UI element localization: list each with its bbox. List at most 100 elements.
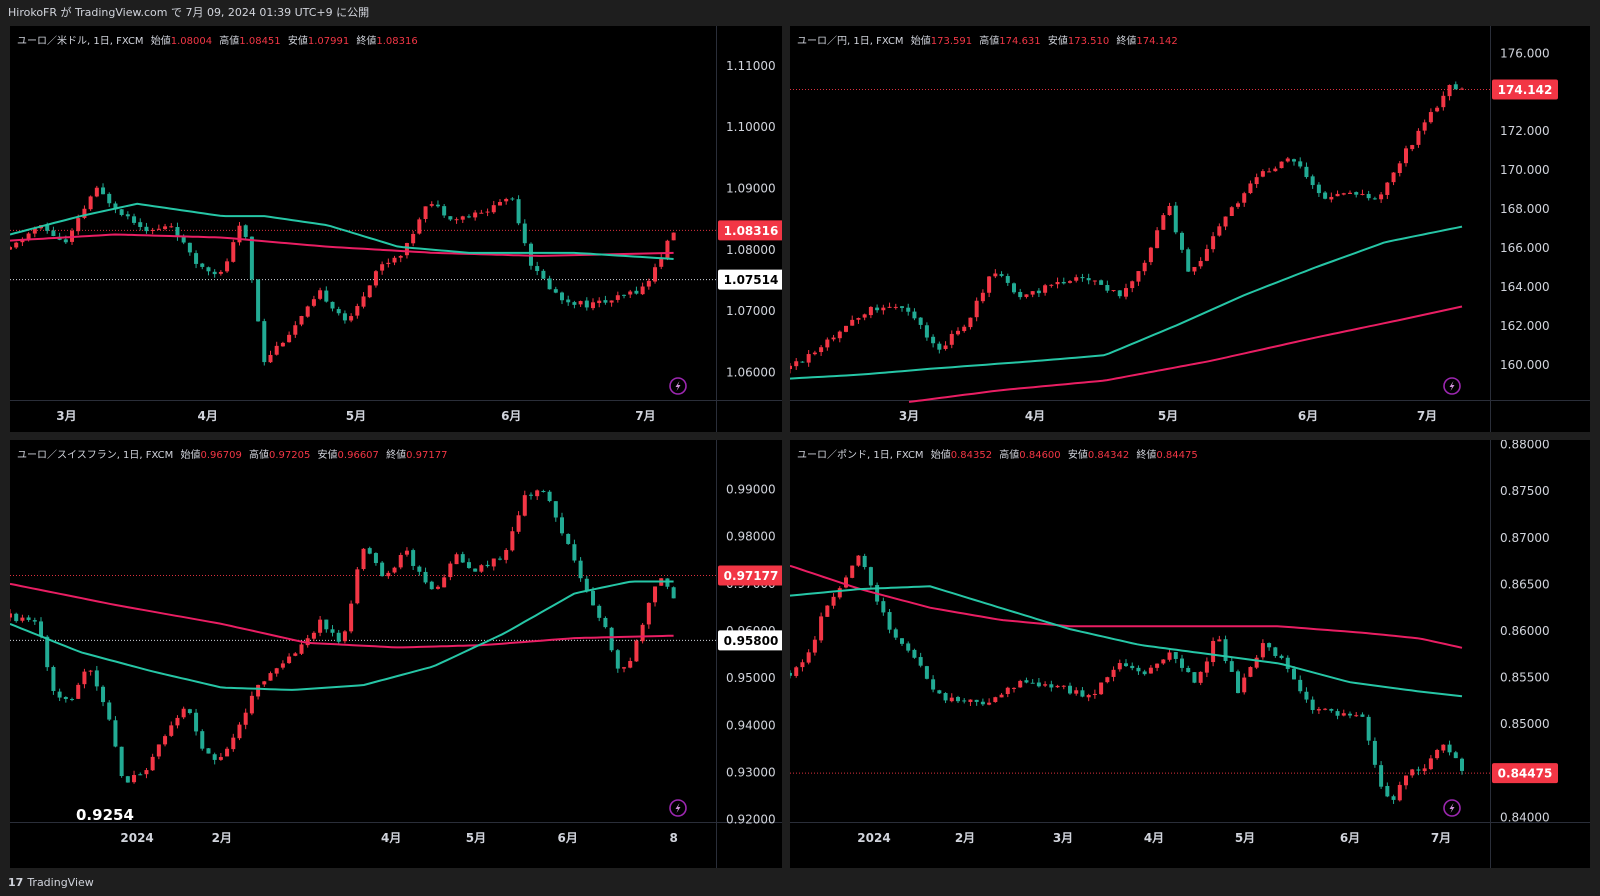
candle-body <box>57 691 62 698</box>
open-value: 173.591 <box>930 36 973 47</box>
candle-body <box>1441 744 1446 751</box>
candle-body <box>330 301 335 309</box>
candle-body <box>1055 685 1060 688</box>
candle-body <box>1441 95 1446 108</box>
candle-body <box>504 550 509 560</box>
candle-body <box>1186 249 1191 272</box>
symbol-label: ユーロ／スイスフラン, 1日, FXCM <box>17 450 174 461</box>
tradingview-logo-icon: 17 <box>8 876 24 889</box>
candle-body <box>646 280 651 287</box>
candle-body <box>831 596 836 606</box>
candle-body <box>1304 166 1309 178</box>
candle-body <box>448 216 453 220</box>
y-tick-label: 0.85500 <box>1500 671 1550 685</box>
candle-body <box>522 495 527 516</box>
open-label: 始値 <box>910 36 931 47</box>
candle-body <box>181 236 186 243</box>
candle-body <box>1124 288 1128 297</box>
candle-body <box>14 242 19 248</box>
x-tick-label: 5月 <box>346 409 366 423</box>
candle-body <box>1428 758 1433 770</box>
candle-body <box>243 712 248 725</box>
candle-body <box>1410 769 1415 776</box>
event-bolt-icon-ring <box>1443 377 1461 395</box>
high-value: 1.08451 <box>239 36 281 47</box>
candle-body <box>825 605 830 617</box>
candle-body <box>1379 765 1384 787</box>
candle-body <box>194 253 199 264</box>
x-tick-label: 2月 <box>955 831 975 845</box>
ohlc-legend: ユーロ／円, 1日, FXCM 始値173.591 高値174.631 安値17… <box>797 32 1178 47</box>
candle-body <box>949 697 954 702</box>
candle-body <box>1124 663 1128 667</box>
candle-body <box>1323 192 1328 199</box>
candle-body <box>485 564 490 567</box>
candle-body <box>993 273 998 277</box>
candle-body <box>790 672 792 676</box>
candle-body <box>324 290 329 302</box>
candle-body <box>1267 643 1272 648</box>
candle-body <box>1447 744 1452 753</box>
candle-body <box>1372 740 1377 765</box>
candle-body <box>82 208 87 218</box>
y-tick-label: 1.06000 <box>726 365 776 379</box>
moving-average-long <box>790 564 1463 649</box>
candle-body <box>1155 663 1160 668</box>
candle-body <box>1099 280 1104 285</box>
candle-body <box>119 209 124 215</box>
candle-body <box>411 233 416 244</box>
open-value: 0.84352 <box>950 450 993 461</box>
candle-body <box>1304 691 1309 700</box>
candle-body <box>1404 775 1408 786</box>
y-tick-label: 0.95000 <box>726 671 776 685</box>
candle-body <box>553 289 558 293</box>
low-value: 0.84342 <box>1087 450 1130 461</box>
candle-body <box>318 619 323 633</box>
candle-body <box>268 354 273 363</box>
chart-svg: 1.06000 1.07000 1.08000 1.09000 1.10000 1.110… <box>10 26 782 432</box>
candle-body <box>974 699 979 702</box>
candle-body <box>1061 685 1066 687</box>
candle-body <box>392 567 397 573</box>
candle-body <box>330 629 335 633</box>
current-price-tag: 0.84475 <box>1498 767 1553 781</box>
candle-body <box>32 227 37 234</box>
chart-panel-eurgbp[interactable]: 0.840000.845000.850000.855000.860000.865… <box>790 440 1590 868</box>
candle-body <box>361 296 366 307</box>
event-bolt-icon <box>1443 377 1461 395</box>
y-tick-label: 0.93000 <box>726 765 776 779</box>
candle-body <box>342 313 347 321</box>
candle-body <box>1422 122 1427 131</box>
brand-label: TradingView <box>27 876 94 889</box>
candle-body <box>1360 714 1365 717</box>
moving-average-short <box>10 580 674 691</box>
chart-panel-eurjpy[interactable]: 160.000 162.000 164.000 166.000 168.000 170.0… <box>790 26 1590 432</box>
high-label: 高値 <box>219 36 240 47</box>
candle-body <box>850 319 855 326</box>
candle-body <box>1285 158 1290 162</box>
y-tick-label: 170.000 <box>1500 163 1550 177</box>
candle-body <box>14 613 19 622</box>
candle-body <box>479 212 484 214</box>
candle-body <box>367 285 372 298</box>
candle-body <box>1049 684 1054 688</box>
chart-panel-eurusd[interactable]: 1.06000 1.07000 1.08000 1.09000 1.10000 1.110… <box>10 26 782 432</box>
candle-body <box>1192 672 1197 683</box>
candle-body <box>386 572 391 577</box>
candle-body <box>200 263 205 267</box>
candle-body <box>1416 130 1421 145</box>
candle-body <box>659 257 664 267</box>
event-bolt-icon-glyph <box>675 803 681 813</box>
candle-body <box>82 671 87 685</box>
chart-panel-eurchf[interactable]: 0.920000.930000.940000.950000.960000.970… <box>10 440 782 868</box>
candle-body <box>243 225 248 237</box>
tradingview-footer: 17 TradingView <box>0 870 1600 896</box>
candle-body <box>1068 281 1072 283</box>
candle-body <box>373 271 378 286</box>
candle-body <box>1298 161 1303 167</box>
candle-body <box>1092 280 1097 282</box>
current-price-tag-bg <box>1492 79 1558 100</box>
y-tick-label: 1.09000 <box>726 181 776 195</box>
candle-body <box>299 644 304 654</box>
candle-body <box>175 227 180 237</box>
